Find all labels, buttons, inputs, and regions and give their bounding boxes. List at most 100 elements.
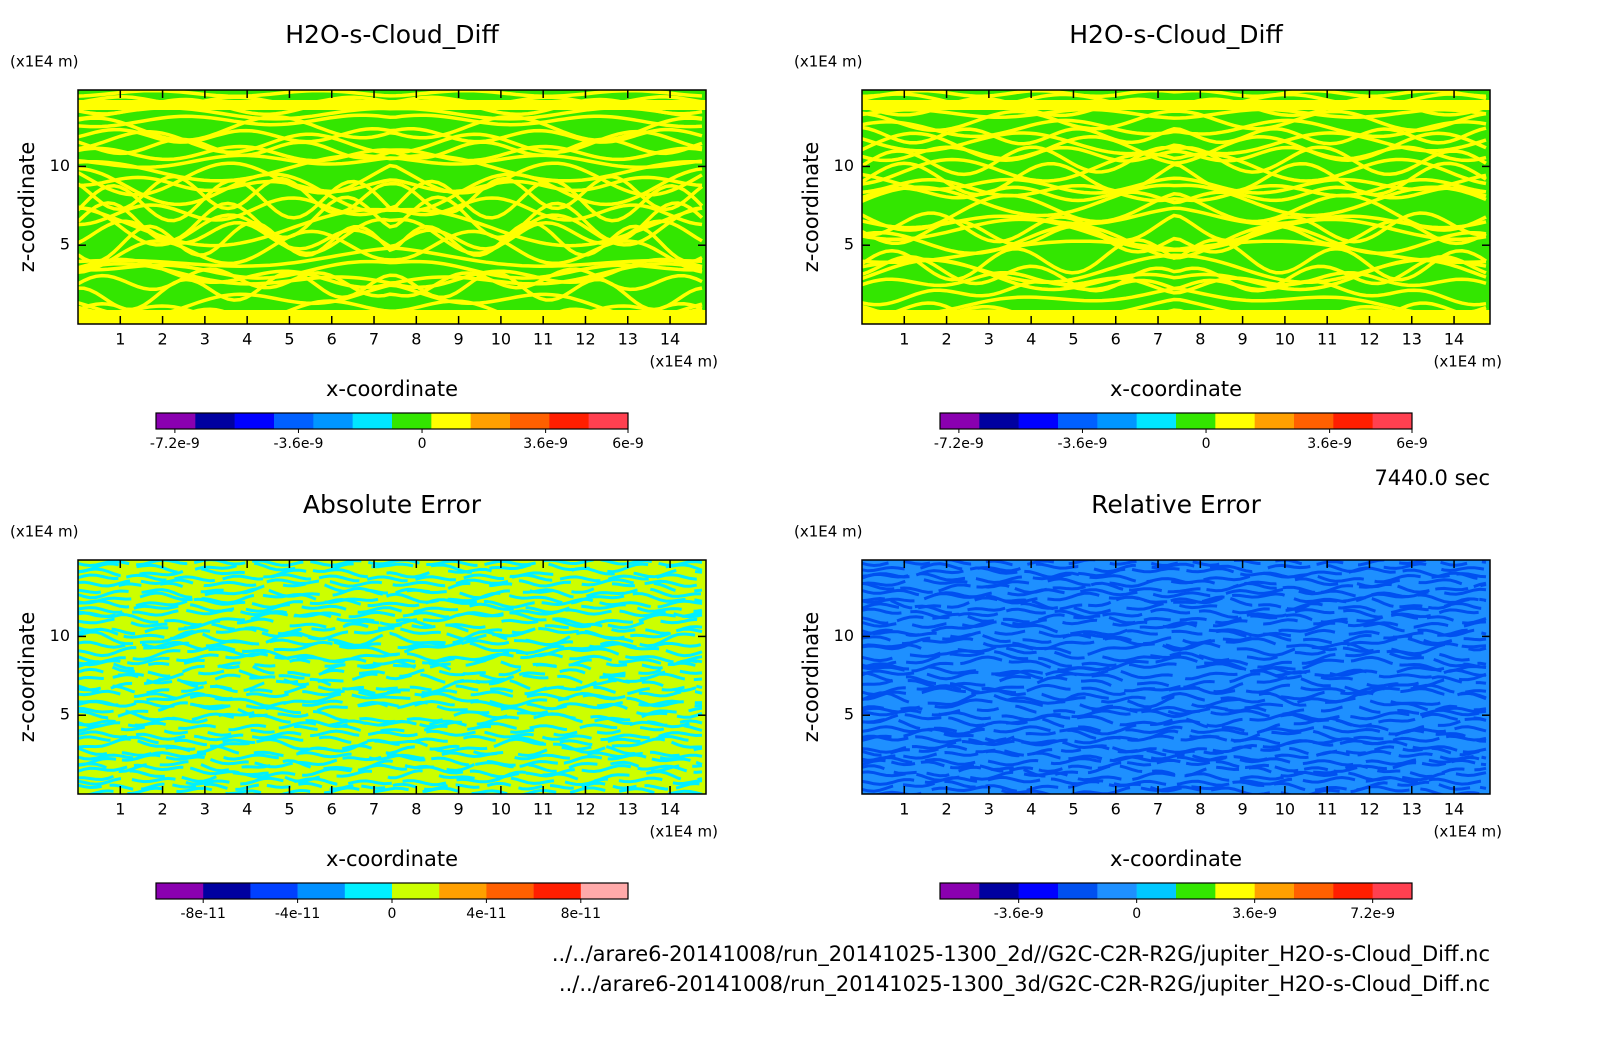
contour-band [78, 144, 703, 163]
contour-band [862, 758, 1487, 773]
contour-band [78, 729, 703, 742]
contour-band [862, 258, 1487, 292]
contour-band [78, 581, 703, 595]
contour-band [78, 578, 703, 588]
x-tick-label: 10 [491, 800, 511, 819]
x-tick-label: 12 [1359, 330, 1379, 349]
chart-title: H2O-s-Cloud_Diff [1069, 20, 1283, 49]
x-tick-label: 3 [984, 800, 994, 819]
x-unit-label: (x1E4 m) [1433, 353, 1502, 371]
x-tick-label: 8 [1195, 800, 1205, 819]
contour-band [78, 174, 704, 215]
contour-band [862, 152, 1487, 186]
y-axis-label: z-coordinate [15, 612, 39, 743]
colorbar-swatch [549, 413, 589, 429]
contour-band [862, 755, 1487, 767]
colorbar-swatch [1058, 413, 1098, 429]
contour-band [78, 137, 703, 160]
contour-band [78, 699, 703, 711]
colorbar-swatch [352, 413, 393, 429]
plot-area [78, 560, 706, 794]
colorbar-frame [155, 412, 629, 430]
contour-band [862, 571, 1487, 585]
y-tick-label: 5 [60, 235, 70, 254]
contour-band [78, 667, 703, 682]
colorbar-tick-label: 6e-9 [612, 436, 643, 452]
colorbar-tick-label: -7.2e-9 [934, 436, 984, 452]
plot-area [862, 560, 1490, 794]
contour-band [862, 620, 1487, 638]
x-tick-label: 1 [899, 800, 909, 819]
colorbar-swatch [979, 883, 1019, 899]
colorbar-frame [939, 412, 1413, 430]
colorbar-swatch [1018, 413, 1059, 429]
x-tick-label: 3 [984, 330, 994, 349]
y-tick-label: 5 [844, 235, 854, 254]
contour-band [78, 691, 703, 708]
contour-band [862, 749, 1487, 763]
colorbar-swatch [344, 883, 393, 899]
contour-band [862, 632, 1487, 646]
contour-band [78, 100, 706, 110]
x-tick-label: 7 [369, 330, 379, 349]
colorbar-tick-label: 0 [1132, 906, 1141, 922]
contour-band [78, 246, 703, 268]
contour-band [862, 238, 1487, 282]
contour-band [862, 183, 1487, 218]
x-tick-label: 14 [1444, 330, 1464, 349]
contour-band [78, 586, 703, 600]
colorbar-swatch [156, 883, 204, 899]
contour-band [78, 608, 703, 619]
x-tick-label: 6 [1111, 800, 1121, 819]
contour-band [862, 131, 1487, 156]
contour-band [78, 259, 703, 280]
contour-band [862, 779, 1487, 793]
colorbar-tick-label: -8e-11 [180, 906, 225, 922]
colorbar-swatch [1018, 883, 1059, 899]
contour-band [862, 716, 1487, 735]
x-tick-label: 5 [284, 330, 294, 349]
contour-band [78, 751, 703, 761]
colorbar-tick-label: 8e-11 [561, 906, 601, 922]
y-axis-label: z-coordinate [799, 142, 823, 273]
contour-band [78, 602, 703, 614]
contour-band [862, 304, 1487, 324]
time-label: 7440.0 sec [1374, 466, 1490, 490]
colorbar-swatch [1097, 413, 1137, 429]
contour-band [862, 662, 1487, 677]
colorbar-swatch [392, 413, 432, 429]
contour-band [78, 229, 703, 275]
y-axis-label: z-coordinate [799, 612, 823, 743]
colorbar-swatch [1176, 883, 1216, 899]
x-tick-label: 6 [327, 800, 337, 819]
x-tick-label: 13 [1402, 330, 1422, 349]
colorbar-swatch [392, 883, 440, 899]
contour-band [78, 781, 703, 792]
colorbar-swatch [1097, 883, 1137, 899]
contour-band [862, 691, 1487, 709]
x-unit-label: (x1E4 m) [649, 823, 718, 841]
contour-band [78, 196, 703, 227]
contour-band [873, 785, 1487, 794]
contour-band [78, 560, 703, 568]
x-tick-label: 12 [1359, 800, 1379, 819]
x-tick-label: 9 [454, 800, 464, 819]
contour-band [78, 610, 703, 627]
contour-band [862, 696, 1487, 714]
x-tick-label: 9 [454, 330, 464, 349]
contour-band [862, 286, 1487, 317]
x-tick-label: 6 [327, 330, 337, 349]
x-tick-label: 12 [575, 800, 595, 819]
x-tick-label: 14 [660, 330, 680, 349]
contour-band [862, 239, 1487, 265]
x-tick-label: 7 [1153, 330, 1163, 349]
colorbar-swatch [1136, 413, 1177, 429]
contour-band [78, 776, 703, 787]
y-tick-label: 10 [834, 156, 854, 175]
colorbar-swatch [297, 883, 346, 899]
x-tick-label: 5 [284, 800, 294, 819]
contour-band [862, 668, 1486, 681]
contour-band [78, 719, 703, 732]
colorbar-swatch [1176, 413, 1216, 429]
x-tick-label: 7 [369, 800, 379, 819]
